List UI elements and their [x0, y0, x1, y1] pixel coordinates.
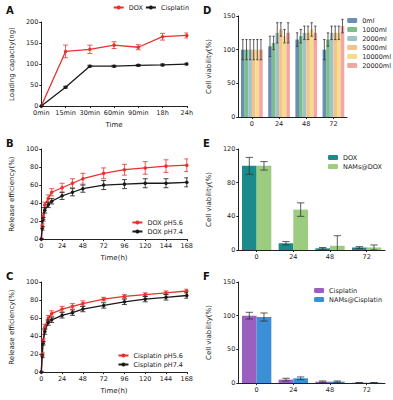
svg-text:48: 48: [326, 386, 334, 394]
svg-text:144: 144: [160, 242, 172, 250]
svg-text:DOX: DOX: [129, 4, 144, 12]
svg-text:Loading capacity(ng): Loading capacity(ng): [8, 27, 16, 101]
svg-text:A: A: [6, 5, 14, 16]
svg-text:48: 48: [326, 253, 334, 261]
svg-text:B: B: [6, 138, 14, 149]
svg-text:60: 60: [30, 314, 38, 322]
svg-text:24: 24: [58, 375, 66, 383]
svg-text:120: 120: [139, 242, 151, 250]
svg-text:100: 100: [223, 312, 235, 320]
svg-text:Time: Time: [104, 121, 122, 129]
svg-text:0: 0: [34, 235, 38, 243]
svg-text:Cisplatin: Cisplatin: [161, 4, 189, 12]
svg-text:Cell viability(%): Cell viability(%): [205, 172, 213, 227]
svg-text:150: 150: [223, 12, 235, 20]
svg-text:80: 80: [227, 179, 235, 187]
svg-text:0: 0: [255, 386, 259, 394]
svg-text:144: 144: [160, 375, 172, 383]
svg-text:Cell viability(%): Cell viability(%): [205, 39, 213, 94]
svg-text:0: 0: [231, 379, 235, 387]
svg-text:NAMs@DOX: NAMs@DOX: [343, 163, 383, 171]
svg-text:72: 72: [363, 386, 371, 394]
svg-text:DOX: DOX: [343, 154, 358, 162]
svg-text:20000ml: 20000ml: [362, 62, 391, 70]
svg-text:168: 168: [181, 242, 193, 250]
svg-text:80: 80: [30, 163, 38, 171]
svg-text:Cisplatin pH5.6: Cisplatin pH5.6: [133, 352, 183, 360]
svg-text:30min: 30min: [80, 109, 101, 117]
svg-text:20: 20: [30, 350, 38, 358]
svg-text:40: 40: [30, 332, 38, 340]
svg-text:Release efficiency(%): Release efficiency(%): [8, 156, 16, 232]
svg-text:60: 60: [30, 181, 38, 189]
svg-text:100: 100: [26, 60, 38, 68]
svg-text:E: E: [203, 138, 210, 149]
svg-text:0: 0: [39, 375, 43, 383]
svg-text:0: 0: [250, 120, 254, 128]
svg-text:48: 48: [302, 120, 310, 128]
svg-text:20: 20: [30, 217, 38, 225]
svg-text:100: 100: [26, 145, 38, 153]
svg-text:18h: 18h: [156, 109, 168, 117]
svg-text:90min: 90min: [128, 109, 149, 117]
svg-text:1000ml: 1000ml: [362, 26, 387, 34]
svg-text:Cell viability(%): Cell viability(%): [205, 305, 213, 360]
svg-text:24: 24: [289, 386, 297, 394]
svg-text:0: 0: [255, 253, 259, 261]
svg-text:24: 24: [275, 120, 283, 128]
svg-text:100: 100: [26, 278, 38, 286]
svg-text:5000ml: 5000ml: [362, 44, 387, 52]
svg-text:96: 96: [120, 242, 128, 250]
svg-text:DOX pH7.4: DOX pH7.4: [147, 228, 183, 236]
svg-text:Time(h): Time(h): [100, 387, 128, 395]
svg-text:24h: 24h: [181, 109, 193, 117]
svg-text:50: 50: [227, 345, 235, 353]
svg-text:0: 0: [34, 102, 39, 111]
svg-text:80: 80: [30, 296, 38, 304]
svg-text:150: 150: [26, 39, 38, 47]
svg-text:2000ml: 2000ml: [362, 35, 387, 43]
svg-text:72: 72: [100, 242, 108, 250]
svg-text:0min: 0min: [33, 109, 49, 117]
svg-text:40: 40: [30, 199, 38, 207]
svg-text:50: 50: [30, 81, 38, 89]
svg-text:72: 72: [363, 253, 371, 261]
svg-text:200: 200: [26, 18, 38, 26]
svg-text:72: 72: [329, 120, 337, 128]
svg-text:C: C: [6, 271, 13, 282]
svg-text:0: 0: [39, 242, 43, 250]
svg-text:Cisplatin: Cisplatin: [329, 287, 357, 295]
svg-text:40: 40: [227, 212, 235, 220]
svg-text:120: 120: [223, 145, 235, 153]
svg-text:Release efficiency(%): Release efficiency(%): [8, 289, 16, 365]
svg-text:Time(h): Time(h): [100, 254, 128, 262]
svg-text:NAMs@Cisplatin: NAMs@Cisplatin: [329, 296, 382, 304]
svg-text:0ml: 0ml: [362, 17, 374, 25]
svg-text:Cisplatin pH7.4: Cisplatin pH7.4: [133, 361, 183, 369]
svg-text:D: D: [203, 5, 211, 16]
svg-text:72: 72: [100, 375, 108, 383]
svg-text:60min: 60min: [104, 109, 125, 117]
svg-text:0: 0: [231, 113, 235, 121]
svg-text:DOX pH5.6: DOX pH5.6: [147, 219, 183, 227]
svg-text:0: 0: [231, 246, 235, 254]
svg-text:120: 120: [139, 375, 151, 383]
svg-text:10000ml: 10000ml: [362, 53, 391, 61]
svg-text:48: 48: [79, 375, 87, 383]
svg-text:168: 168: [181, 375, 193, 383]
svg-text:96: 96: [120, 375, 128, 383]
svg-text:48: 48: [79, 242, 87, 250]
svg-text:100: 100: [223, 46, 235, 54]
svg-text:150: 150: [223, 278, 235, 286]
svg-text:0: 0: [34, 368, 38, 376]
svg-text:50: 50: [227, 79, 235, 87]
svg-text:24: 24: [58, 242, 66, 250]
svg-text:F: F: [203, 271, 210, 282]
svg-text:15min: 15min: [55, 109, 76, 117]
svg-text:24: 24: [289, 253, 297, 261]
